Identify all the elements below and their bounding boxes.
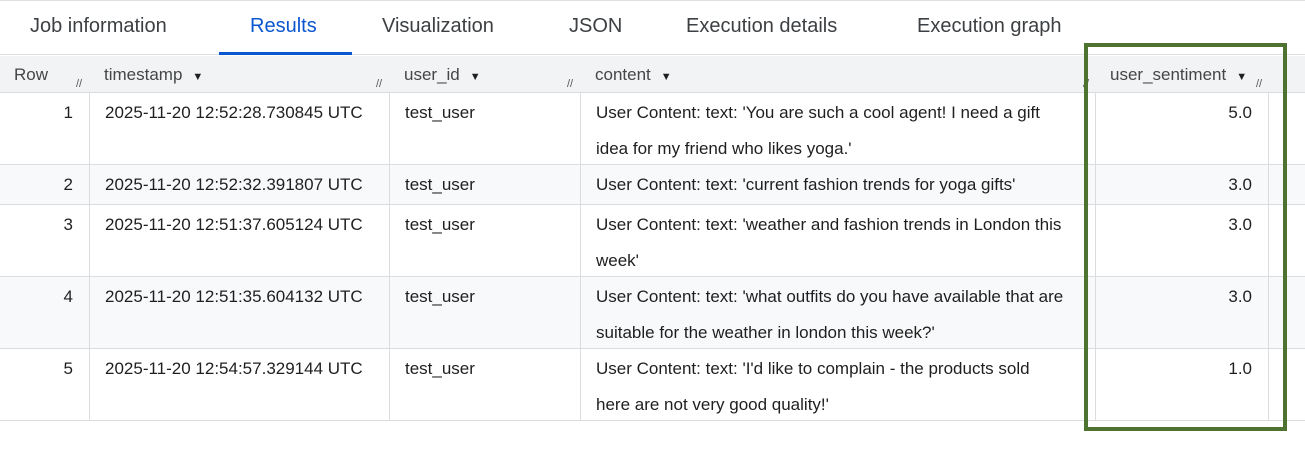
cell-timestamp: 2025-11-20 12:54:57.329144 UTC	[89, 349, 389, 420]
tab-json[interactable]: JSON	[569, 15, 623, 37]
header-timestamp[interactable]: timestamp ▼	[104, 65, 203, 85]
header-label: timestamp	[104, 65, 183, 84]
sort-down-icon[interactable]: ▼	[192, 71, 204, 83]
header-label: user_sentiment	[1110, 65, 1227, 84]
table-row[interactable]: 3 2025-11-20 12:51:37.605124 UTC test_user…	[0, 205, 1305, 277]
header-label: user_id	[404, 65, 460, 84]
sort-down-icon[interactable]: ▼	[469, 71, 481, 83]
cell-user-sentiment: 5.0	[1095, 93, 1268, 164]
cell-content: User Content: text: 'current fashion tre…	[580, 165, 1095, 204]
resize-handle-icon[interactable]: //	[1256, 78, 1263, 90]
cell-timestamp: 2025-11-20 12:51:37.605124 UTC	[89, 205, 389, 276]
tab-bar: Job information Results Visualization JS…	[0, 0, 1305, 55]
cell-content: User Content: text: 'I'd like to complai…	[580, 349, 1095, 420]
cell-content: User Content: text: 'You are such a cool…	[580, 93, 1095, 164]
tab-execution-details[interactable]: Execution details	[686, 15, 838, 37]
cell-user-id: test_user	[389, 349, 580, 420]
cell-empty	[1268, 165, 1305, 204]
cell-empty	[1268, 205, 1305, 276]
active-tab-indicator	[219, 52, 352, 55]
cell-empty	[1268, 93, 1305, 164]
header-label: content	[595, 65, 651, 84]
cell-user-id: test_user	[389, 165, 580, 204]
cell-empty	[1268, 277, 1305, 348]
cell-user-id: test_user	[389, 205, 580, 276]
tab-results[interactable]: Results	[250, 15, 317, 37]
tab-visualization[interactable]: Visualization	[382, 15, 494, 37]
cell-user-sentiment: 1.0	[1095, 349, 1268, 420]
tab-execution-graph[interactable]: Execution graph	[917, 15, 1062, 37]
header-user-sentiment[interactable]: user_sentiment ▼	[1110, 65, 1247, 85]
table-row[interactable]: 1 2025-11-20 12:52:28.730845 UTC test_user…	[0, 93, 1305, 165]
cell-content: User Content: text: 'what outfits do you…	[580, 277, 1095, 348]
cell-timestamp: 2025-11-20 12:52:28.730845 UTC	[89, 93, 389, 164]
header-user-id[interactable]: user_id ▼	[404, 65, 481, 85]
highlight-box	[1084, 43, 1287, 431]
sort-down-icon[interactable]: ▼	[660, 71, 672, 83]
cell-timestamp: 2025-11-20 12:52:32.391807 UTC	[89, 165, 389, 204]
row-number: 3	[63, 215, 73, 234]
row-number: 1	[63, 103, 73, 122]
header-content[interactable]: content ▼	[595, 65, 672, 85]
table-row[interactable]: 5 2025-11-20 12:54:57.329144 UTC test_user…	[0, 349, 1305, 421]
tab-job-information[interactable]: Job information	[30, 15, 167, 37]
header-row: Row	[14, 65, 49, 84]
cell-user-sentiment: 3.0	[1095, 205, 1268, 276]
row-number: 5	[63, 359, 73, 378]
cell-content: User Content: text: 'weather and fashion…	[580, 205, 1095, 276]
cell-empty	[1268, 349, 1305, 420]
resize-handle-icon[interactable]: //	[567, 78, 574, 90]
row-number: 4	[63, 287, 73, 306]
cell-user-sentiment: 3.0	[1095, 165, 1268, 204]
resize-handle-icon[interactable]: //	[76, 78, 83, 90]
cell-user-sentiment: 3.0	[1095, 277, 1268, 348]
cell-user-id: test_user	[389, 277, 580, 348]
sort-down-icon[interactable]: ▼	[1236, 71, 1248, 83]
resize-handle-icon[interactable]: //	[376, 78, 383, 90]
cell-timestamp: 2025-11-20 12:51:35.604132 UTC	[89, 277, 389, 348]
row-number: 2	[63, 175, 73, 194]
cell-user-id: test_user	[389, 93, 580, 164]
